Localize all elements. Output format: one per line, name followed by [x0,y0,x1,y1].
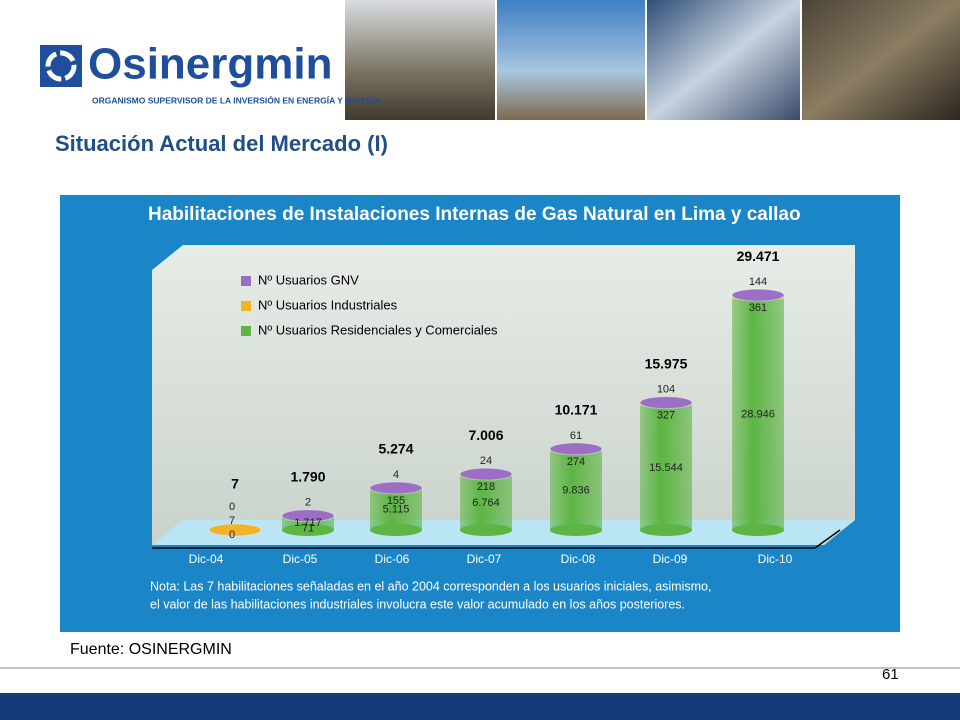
bar-segment [460,476,512,530]
logo-text: Osinergmin [88,40,333,89]
data-label: 7 [229,515,235,527]
data-label: 5.115 [383,504,410,516]
legend-label: Nº Usuarios Residenciales y Comerciales [258,322,498,337]
photo [345,0,495,120]
data-label: 274 [567,456,585,468]
slide-title: Situación Actual del Mercado (I) [55,131,388,156]
data-label: 218 [477,481,495,493]
data-label: 0 [229,529,235,541]
data-label: 9.836 [562,485,590,497]
logo-icon [45,50,77,82]
bar-cap [639,396,693,410]
data-label: 2 [305,497,311,509]
bar-cap [281,509,335,523]
bar-segment [732,299,784,530]
data-label: 1.717 [294,517,322,529]
x-tick-label: Dic-06 [375,552,410,566]
bar-cap [208,523,262,537]
data-label: 361 [749,302,767,314]
total-label: 15.975 [645,355,688,371]
total-label: 7 [231,476,239,492]
note: Nota: Las 7 habilitaciones señaladas en … [150,579,711,593]
photo [802,0,960,120]
note: el valor de las habilitaciones industria… [150,597,685,611]
data-label: 15.544 [649,462,683,474]
source: Fuente: OSINERGMIN [70,641,232,658]
chart-title: Habilitaciones de Instalaciones Internas… [148,204,801,225]
data-label: 155 [387,495,405,507]
data-label: 24 [480,455,492,467]
x-tick-label: Dic-05 [283,552,318,566]
footer-bar [0,693,960,720]
x-tick-label: Dic-04 [189,552,224,566]
data-label: 6.764 [472,497,500,509]
bar-cap [731,288,785,302]
data-label: 0 [229,501,235,513]
x-tick-label: Dic-09 [653,552,688,566]
x-axis [814,529,841,549]
page-number: 61 [882,666,899,683]
data-label: 4 [393,469,399,481]
data-label: 61 [570,430,582,442]
logo-subtitle: ORGANISMO SUPERVISOR DE LA INVERSIÓN EN … [92,94,381,105]
total-label: 1.790 [290,468,325,484]
x-tick-label: Dic-08 [561,552,596,566]
legend-label: Nº Usuarios Industriales [258,297,398,312]
total-label: 5.274 [378,441,413,457]
data-label: 28.946 [741,408,775,420]
data-label: 104 [657,384,675,396]
legend-swatch [241,301,251,311]
bar-segment [550,451,602,530]
bar-cap [549,442,603,456]
x-tick-label: Dic-10 [758,552,793,566]
total-label: 7.006 [468,427,503,443]
legend-swatch [241,276,251,286]
x-tick-label: Dic-07 [467,552,502,566]
bar-cap [369,481,423,495]
data-label: 71 [302,523,314,535]
total-label: 10.171 [555,402,598,418]
legend-swatch [241,326,251,336]
photo [497,0,645,120]
bar-cap [459,467,513,481]
data-label: 144 [749,276,767,288]
total-label: 29.471 [737,248,780,264]
legend-label: Nº Usuarios GNV [258,272,359,287]
bar-segment [640,406,692,530]
data-label: 327 [657,410,675,422]
bar-segment [370,489,422,530]
photo [647,0,800,120]
